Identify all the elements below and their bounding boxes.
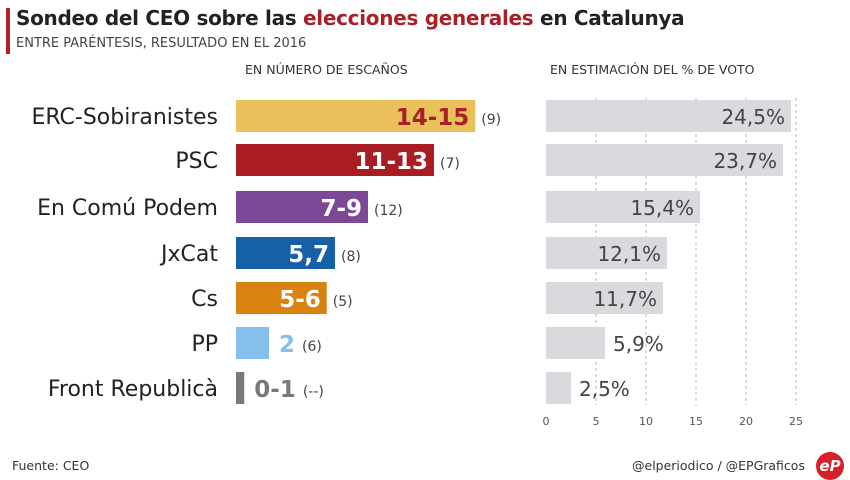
vote-bar: [546, 144, 783, 176]
x-tick-label: 10: [639, 415, 653, 428]
previous-seats-label: (8): [341, 249, 361, 265]
seats-bar: [236, 100, 476, 132]
party-label: Front Republicà: [48, 377, 218, 402]
seats-bar: [236, 372, 245, 404]
source: Fuente: CEO: [12, 458, 90, 473]
x-tick-label: 20: [739, 415, 753, 428]
el-periodico-logo: eP: [816, 452, 844, 480]
vote-bar: [546, 327, 605, 359]
party-label: ERC-Sobiranistes: [31, 105, 218, 130]
vote-label: 5,9%: [613, 332, 664, 356]
seats-bar: [236, 144, 434, 176]
party-label: PP: [191, 332, 218, 357]
seats-label: 2: [279, 332, 295, 358]
vote-chart-title: EN ESTIMACIÓN DEL % DE VOTO: [550, 62, 755, 77]
x-tick-label: 0: [543, 415, 550, 428]
previous-seats-label: (12): [374, 203, 403, 219]
seats-label: 5,7: [288, 242, 329, 268]
vote-bar: [546, 191, 700, 223]
vote-label: 15,4%: [630, 196, 694, 220]
seats-label: 11-13: [354, 149, 428, 175]
vote-bar: [546, 237, 667, 269]
seats-label: 7-9: [320, 196, 362, 222]
seats-label: 5-6: [279, 287, 321, 313]
vote-label: 23,7%: [713, 149, 777, 173]
chart-subtitle: ENTRE PARÉNTESIS, RESULTADO EN EL 2016: [16, 36, 307, 51]
vote-label: 2,5%: [579, 377, 630, 401]
vote-bar: [546, 282, 663, 314]
seats-bar: [236, 191, 368, 223]
seats-bar: [236, 282, 327, 314]
vote-label: 11,7%: [593, 287, 657, 311]
seats-chart-title: EN NÚMERO DE ESCAÑOS: [245, 62, 408, 77]
chart-title: Sondeo del CEO sobre las elecciones gene…: [16, 6, 685, 30]
vote-bar: [546, 100, 791, 132]
vote-label: 12,1%: [597, 242, 661, 266]
previous-seats-label: (7): [440, 156, 460, 172]
previous-seats-label: (6): [302, 339, 322, 355]
seats-bar: [236, 237, 335, 269]
seats-label: 0-1: [254, 377, 296, 403]
party-label: PSC: [175, 149, 218, 174]
party-label: En Comú Podem: [37, 196, 218, 221]
x-tick-label: 15: [689, 415, 703, 428]
party-label: Cs: [191, 287, 218, 312]
x-tick-label: 25: [789, 415, 803, 428]
party-label: JxCat: [159, 242, 218, 267]
credit: @elperiodico / @EPGraficos: [632, 458, 805, 473]
x-tick-label: 5: [593, 415, 600, 428]
previous-seats-label: (--): [303, 384, 324, 400]
seats-label: 14-15: [396, 105, 470, 131]
seats-bar: [236, 327, 269, 359]
vote-label: 24,5%: [721, 105, 785, 129]
vote-bar: [546, 372, 571, 404]
title-accent-bar: [6, 8, 10, 54]
previous-seats-label: (9): [481, 112, 501, 128]
previous-seats-label: (5): [333, 294, 353, 310]
